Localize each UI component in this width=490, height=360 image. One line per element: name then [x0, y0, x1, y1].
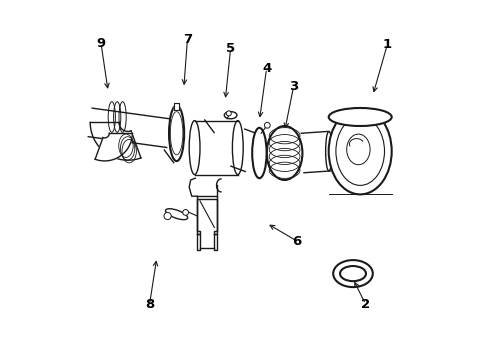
Text: 8: 8 [145, 298, 154, 311]
Ellipse shape [326, 131, 332, 171]
Polygon shape [90, 122, 141, 160]
Ellipse shape [166, 209, 188, 220]
Ellipse shape [169, 105, 184, 161]
Polygon shape [215, 234, 217, 250]
Text: 1: 1 [383, 39, 392, 51]
Text: 2: 2 [361, 298, 370, 311]
Text: 6: 6 [293, 235, 302, 248]
Text: 4: 4 [262, 62, 271, 75]
Ellipse shape [329, 108, 392, 126]
Circle shape [183, 210, 189, 215]
Ellipse shape [252, 128, 267, 178]
Ellipse shape [267, 126, 302, 180]
Polygon shape [301, 131, 330, 173]
Polygon shape [88, 108, 171, 148]
Polygon shape [197, 234, 200, 250]
Text: 7: 7 [183, 33, 192, 46]
Polygon shape [174, 103, 179, 110]
Circle shape [265, 122, 270, 128]
Polygon shape [231, 129, 259, 171]
Text: 9: 9 [97, 37, 105, 50]
Polygon shape [195, 121, 238, 175]
Ellipse shape [333, 260, 373, 287]
Polygon shape [164, 120, 214, 163]
Ellipse shape [329, 108, 392, 194]
Ellipse shape [232, 121, 243, 175]
Text: 5: 5 [226, 42, 235, 55]
Polygon shape [197, 196, 217, 234]
Circle shape [226, 111, 231, 116]
Text: 3: 3 [289, 80, 298, 93]
Polygon shape [95, 133, 132, 161]
Ellipse shape [224, 112, 237, 119]
Ellipse shape [340, 266, 366, 281]
Circle shape [164, 212, 171, 220]
Ellipse shape [189, 121, 200, 175]
